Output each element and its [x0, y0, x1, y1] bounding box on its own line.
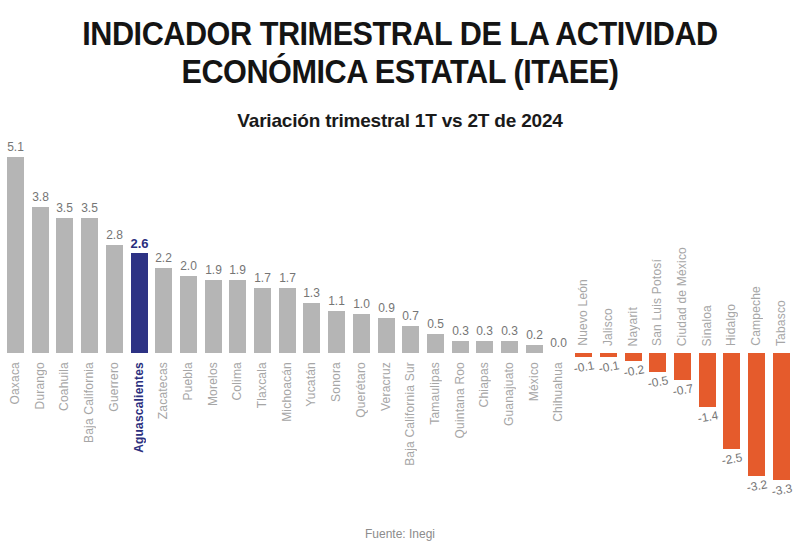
bar-colima [229, 280, 246, 353]
category-label-michoacan: Michoacán [279, 362, 296, 422]
category-label-nuevo-leon: Nuevo León [575, 279, 592, 346]
category-label-ciudad-de-mexico: Ciudad de México [674, 247, 691, 346]
category-label-campeche: Campeche [748, 286, 765, 346]
bar-coahuila [56, 218, 73, 353]
category-label-guanajuato: Guanajuato [501, 362, 518, 426]
bar-nayarit [625, 353, 642, 361]
bar-morelos [205, 280, 222, 353]
category-label-tamaulipas: Tamaulipas [427, 362, 444, 425]
bar-ciudad-de-mexico [674, 353, 691, 380]
category-label-sinaloa: Sinaloa [699, 305, 716, 346]
bar-hidalgo [723, 353, 740, 449]
category-label-yucatan: Yucatán [303, 362, 320, 407]
bar-tlaxcala [254, 288, 271, 353]
category-label-tlaxcala: Tlaxcala [254, 362, 271, 408]
bar-quintana-roo [452, 341, 469, 353]
bar-chart: 5.1Oaxaca3.8Durango3.5Coahuila3.5Baja Ca… [0, 0, 800, 553]
bar-veracruz [378, 318, 395, 353]
category-label-nayarit: Nayarit [625, 307, 642, 346]
bar-yucatan [303, 303, 320, 353]
category-label-hidalgo: Hidalgo [723, 304, 740, 346]
category-label-jalisco: Jalisco [600, 308, 617, 346]
value-label-michoacan: 1.7 [263, 271, 313, 285]
category-label-zacatecas: Zacatecas [155, 362, 172, 419]
category-label-queretaro: Querétaro [353, 362, 370, 418]
bar-campeche [748, 353, 765, 476]
category-label-sonora: Sonora [328, 362, 345, 402]
category-label-baja-california-sur: Baja California Sur [402, 362, 419, 466]
category-label-san-luis-potosi: San Luis Potosí [649, 259, 666, 346]
bar-san-luis-potosi [649, 353, 666, 372]
category-label-mexico: México [526, 362, 543, 401]
category-label-tabasco: Tabasco [773, 300, 790, 346]
category-label-baja-california: Baja California [81, 362, 98, 443]
bar-jalisco [600, 353, 617, 357]
category-label-oaxaca: Oaxaca [7, 362, 24, 405]
bar-queretaro [353, 314, 370, 353]
bar-oaxaca [7, 157, 24, 353]
category-label-guerrero: Guerrero [106, 362, 123, 412]
bar-nuevo-leon [575, 353, 592, 357]
category-label-morelos: Morelos [205, 362, 222, 406]
value-label-baja-california: 3.5 [65, 201, 115, 215]
bar-sinaloa [699, 353, 716, 407]
category-label-veracruz: Veracruz [378, 362, 395, 411]
category-label-aguascalientes: Aguascalientes [131, 362, 148, 453]
value-label-aguascalientes: 2.6 [115, 236, 165, 251]
category-label-colima: Colima [229, 362, 246, 401]
bar-zacatecas [155, 268, 172, 353]
category-label-durango: Durango [32, 362, 49, 409]
bar-aguascalientes [131, 253, 148, 353]
bar-guanajuato [501, 341, 518, 353]
category-label-coahuila: Coahuila [56, 362, 73, 411]
category-label-chiapas: Chiapas [476, 362, 493, 407]
bar-chiapas [476, 341, 493, 353]
category-label-puebla: Puebla [180, 362, 197, 401]
bar-guerrero [106, 245, 123, 353]
value-label-oaxaca: 5.1 [0, 140, 41, 154]
bar-puebla [180, 276, 197, 353]
bar-durango [32, 207, 49, 353]
source-note: Fuente: Inegi [0, 527, 800, 541]
category-label-quintana-roo: Quintana Roo [452, 362, 469, 438]
itaee-infographic: INDICADOR TRIMESTRAL DE LA ACTIVIDAD ECO… [0, 0, 800, 553]
bar-sonora [328, 311, 345, 353]
bar-tabasco [773, 353, 790, 480]
